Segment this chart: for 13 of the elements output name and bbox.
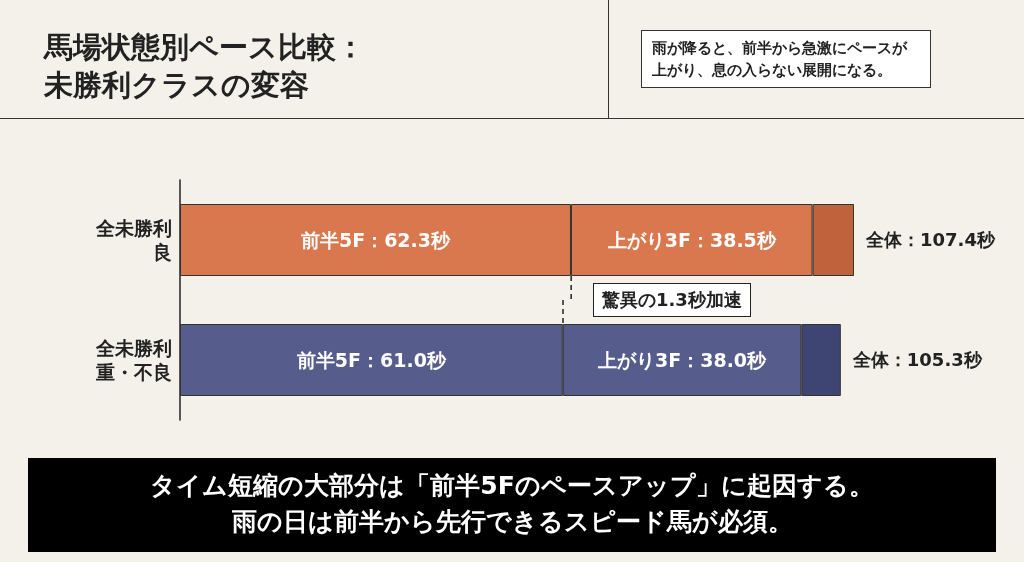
text: 雨の日は前半から先行できるスピード馬が必須。 (230, 506, 794, 538)
data-label: 上がり3F：38.5秒 (606, 229, 777, 251)
chart-subtitle: 雨が降ると、前半から急激にペースが上がり、息の入らない展開になる。 (641, 30, 931, 88)
data-label: 前半5F：62.3秒 (299, 229, 452, 251)
total-label: 全体：107.4秒 (866, 228, 995, 252)
chart-title: 馬場状態別ペース比較：未勝利クラスの変容 (44, 29, 366, 104)
data-label: 上がり3F：38.0秒 (597, 349, 768, 371)
annotation: 驚異の1.3秒加速 (592, 283, 751, 317)
y-tick-label: 全未勝利良 (95, 217, 172, 263)
y-tick-label: 全未勝利重・不良 (95, 337, 172, 383)
text: タイム短縮の大部分は「前半5Fのペースアップ」に起因する。 (149, 470, 875, 502)
total-label: 全体：105.3秒 (852, 348, 982, 372)
data-label: 前半5F：61.0秒 (295, 349, 447, 371)
